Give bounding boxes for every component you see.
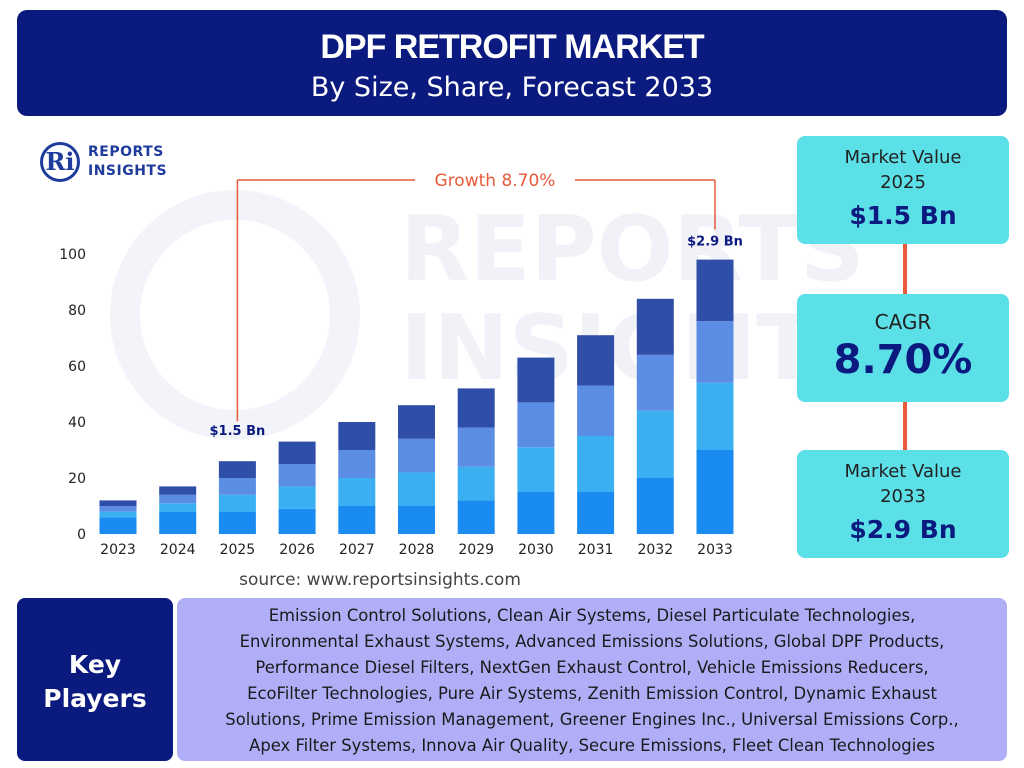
bar-segment <box>636 298 674 355</box>
bar-segment <box>517 492 555 534</box>
card-value: $2.9 Bn <box>849 515 957 544</box>
market-bar-chart: 0 20 40 60 80 100 2023 2024 2025 2026 2027 2028 2029… <box>59 171 743 558</box>
bar-segment <box>398 506 435 534</box>
bar-segment <box>636 354 674 411</box>
bar-segment <box>398 472 435 506</box>
x-tick-label: 2024 <box>160 542 196 558</box>
cagr-card: CAGR 8.70% <box>797 294 1009 402</box>
bar-segment <box>457 427 495 467</box>
bar-segment <box>278 508 316 534</box>
card-label: Market Value <box>844 461 962 482</box>
bar-segment <box>398 438 435 473</box>
bar-segment <box>577 436 615 492</box>
card-label: CAGR <box>874 310 932 334</box>
key-players-line: Environmental Exhaust Systems, Advanced … <box>239 632 945 651</box>
y-tick-label: 40 <box>68 415 86 431</box>
market-value-2025-card: Market Value 2025 $1.5 Bn <box>797 136 1009 244</box>
bar-segment <box>159 511 197 534</box>
bar-segment <box>696 259 734 322</box>
bar-segment <box>218 511 256 534</box>
card-value: 8.70% <box>833 337 973 383</box>
key-players-line: Apex Filter Systems, Innova Air Quality,… <box>249 736 935 755</box>
page-subtitle: By Size, Share, Forecast 2033 <box>310 72 714 103</box>
x-tick-label: 2031 <box>578 542 614 558</box>
bar-segment <box>159 503 197 512</box>
y-tick-label: 60 <box>68 359 86 375</box>
x-tick-label: 2025 <box>220 542 256 558</box>
bar-segment <box>278 486 316 509</box>
bar-segment <box>338 422 376 450</box>
x-tick-label: 2030 <box>518 542 554 558</box>
bar-segment <box>577 492 615 534</box>
bar-segment <box>457 500 495 534</box>
x-tick-label: 2026 <box>279 542 315 558</box>
logo-text-line1: REPORTS <box>88 144 164 160</box>
bar-segment <box>577 335 615 386</box>
bar-segment <box>338 478 376 506</box>
bar-segment <box>99 517 137 534</box>
key-players-heading-box: Key Players <box>17 598 173 761</box>
market-value-2033-card: Market Value 2033 $2.9 Bn <box>797 450 1009 558</box>
bar-segment <box>517 357 555 403</box>
bar-segment <box>517 402 555 448</box>
card-year: 2033 <box>880 486 926 507</box>
bar-segment <box>577 385 615 436</box>
source-note: source: www.reportsinsights.com <box>239 570 521 590</box>
logo-mark-icon: Ri <box>40 142 80 182</box>
bar-segment <box>457 388 495 428</box>
bar-segment <box>99 500 137 506</box>
card-connector <box>903 244 907 294</box>
key-players-heading: Players <box>43 684 147 713</box>
x-tick-label: 2029 <box>458 542 494 558</box>
bar-segment <box>398 405 435 439</box>
logo-text-line2: INSIGHTS <box>88 163 168 179</box>
card-year: 2025 <box>880 172 926 193</box>
bar-segment <box>99 506 137 512</box>
bar-segment <box>99 511 137 518</box>
start-value-label: $1.5 Bn <box>210 424 266 439</box>
bar-segment <box>696 382 734 450</box>
key-players-line: Solutions, Prime Emission Management, Gr… <box>225 710 959 729</box>
y-tick-label: 80 <box>68 303 86 319</box>
key-players-heading: Key <box>68 650 122 679</box>
card-value: $1.5 Bn <box>849 201 957 230</box>
key-players-line: Emission Control Solutions, Clean Air Sy… <box>268 606 916 625</box>
page-title: DPF RETROFIT MARKET <box>320 28 704 66</box>
bar-segment <box>457 466 495 501</box>
bar-segment <box>636 478 674 534</box>
bar-segment <box>278 464 316 487</box>
bar-segment <box>338 506 376 534</box>
bar-segment <box>636 410 674 478</box>
bar-segment <box>278 441 316 464</box>
bar-segment <box>338 450 376 478</box>
x-tick-label: 2027 <box>339 542 375 558</box>
bar-segment <box>159 494 197 504</box>
x-tick-label: 2033 <box>697 542 733 558</box>
bar-segment <box>159 486 197 495</box>
x-tick-label: 2028 <box>399 542 435 558</box>
x-tick-label: 2023 <box>100 542 136 558</box>
card-connector <box>903 402 907 450</box>
bar-segment <box>696 321 734 383</box>
y-tick-label: 0 <box>77 527 86 543</box>
brand-logo: Ri REPORTS INSIGHTS <box>40 140 180 186</box>
y-tick-label: 20 <box>68 471 86 487</box>
bar-segment <box>218 478 256 495</box>
key-players-line: EcoFilter Technologies, Pure Air Systems… <box>247 684 937 703</box>
x-tick-label: 2032 <box>637 542 673 558</box>
bar-segment <box>696 450 734 534</box>
bar-segment <box>517 447 555 492</box>
card-label: Market Value <box>844 147 962 168</box>
header-banner: DPF RETROFIT MARKET By Size, Share, Fore… <box>17 10 1007 116</box>
key-players-line: Performance Diesel Filters, NextGen Exha… <box>255 658 929 677</box>
end-value-label: $2.9 Bn <box>687 235 743 250</box>
key-players-list: Emission Control Solutions, Clean Air Sy… <box>177 598 1007 761</box>
y-tick-label: 100 <box>59 247 86 263</box>
bar-segment <box>218 494 256 512</box>
growth-annotation: Growth 8.70% <box>435 171 556 191</box>
bar-segment <box>218 461 256 478</box>
